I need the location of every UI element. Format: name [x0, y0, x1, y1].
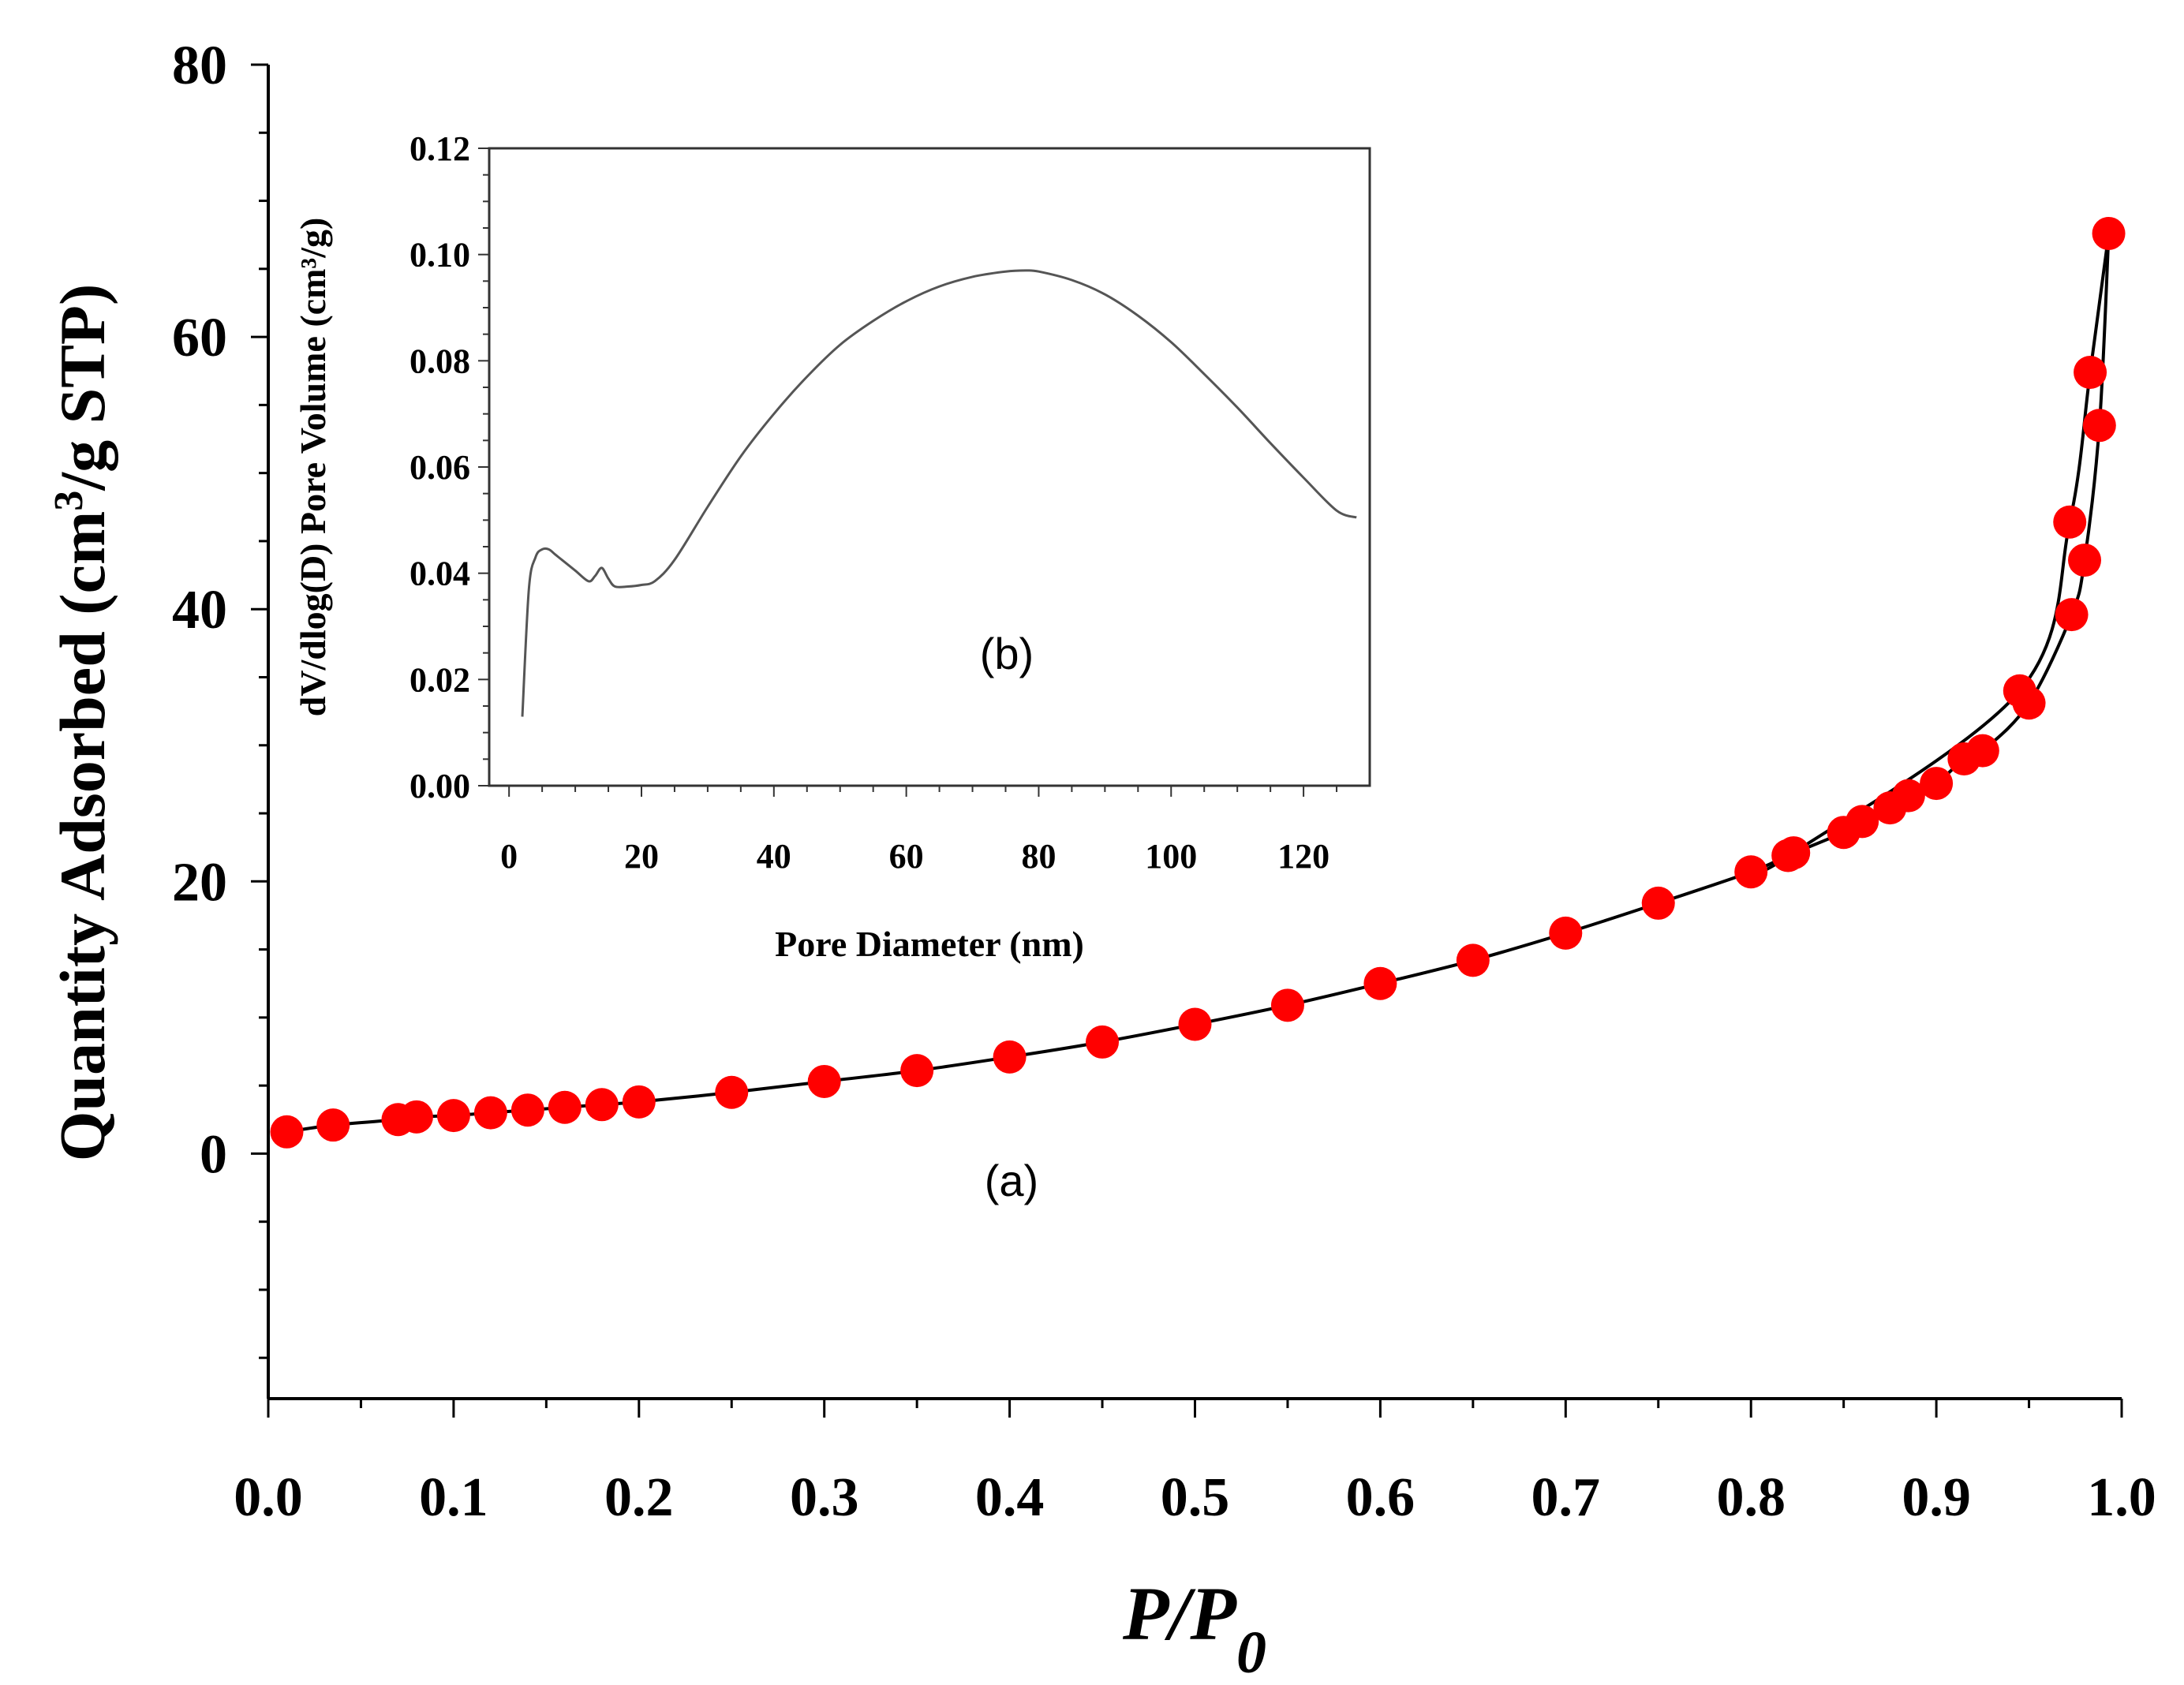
inset-y-tick-label: 0.12 [410, 129, 470, 168]
adsorption-point [548, 1090, 582, 1124]
main-x-tick-label: 0.0 [234, 1467, 303, 1528]
adsorption-point [1965, 734, 1999, 768]
adsorption-point [1086, 1025, 1120, 1059]
adsorption-point [399, 1100, 433, 1134]
adsorption-point [622, 1085, 656, 1119]
main-y-tick-label: 20 [172, 852, 227, 913]
inset-y-ticks: 0.00 0.02 0.04 0.06 0.08 0.10 0.12 [410, 129, 489, 805]
inset-x-tick-label: 40 [757, 837, 791, 876]
inset-y-tick-label: 0.10 [410, 236, 470, 275]
pore-size-distribution-line [521, 269, 1357, 717]
main-x-axis-label-sub: 0 [1236, 1620, 1266, 1685]
annotation-a: (a) [985, 1156, 1038, 1205]
adsorption-point [1178, 1007, 1212, 1041]
adsorption-point [1456, 943, 1490, 977]
main-y-axis-label-tail: /g STP) [47, 284, 118, 491]
inset-x-tick-label: 20 [624, 837, 659, 876]
inset-y-tick-label: 0.06 [410, 448, 470, 487]
isotherm-points [270, 216, 2126, 1149]
adsorption-point [1734, 855, 1768, 889]
inset-x-tick-label: 0 [500, 837, 518, 876]
main-y-ticks: 0 20 40 60 80 [172, 35, 268, 1359]
main-y-tick-label: 60 [172, 308, 227, 368]
adsorption-point [715, 1075, 749, 1109]
desorption-point [2074, 355, 2107, 389]
adsorption-point [1270, 988, 1304, 1022]
adsorption-point [1920, 767, 1954, 801]
inset-x-tick-label: 60 [889, 837, 924, 876]
main-y-tick-label: 0 [200, 1124, 227, 1185]
inset-x-tick-label: 80 [1021, 837, 1056, 876]
inset-frame [488, 147, 1371, 787]
main-x-tick-label: 0.7 [1531, 1467, 1601, 1528]
adsorption-point [1549, 916, 1583, 950]
adsorption-point [1846, 805, 1879, 839]
desorption-point [1777, 836, 1811, 870]
inset-y-tick-label: 0.00 [410, 767, 470, 805]
inset-y-tick-label: 0.02 [410, 660, 470, 699]
main-y-tick-label: 80 [172, 35, 227, 96]
main-y-axis-label-sup: 3 [47, 491, 92, 511]
adsorption-point [993, 1040, 1027, 1074]
main-x-tick-label: 0.2 [604, 1467, 674, 1528]
adsorption-point [585, 1088, 619, 1122]
adsorption-point [270, 1115, 304, 1149]
main-x-axis-label: P/P0 [1122, 1571, 1266, 1685]
desorption-point [2053, 505, 2087, 539]
main-x-tick-label: 0.3 [790, 1467, 859, 1528]
main-y-tick-label: 40 [172, 580, 227, 641]
inset-x-axis-label: Pore Diameter (nm) [775, 924, 1084, 964]
adsorption-point [2055, 598, 2089, 632]
adsorption-point [900, 1054, 934, 1088]
adsorption-point [436, 1099, 470, 1133]
inset-y-tick-label: 0.08 [410, 342, 470, 380]
adsorption-point [2092, 216, 2126, 250]
main-y-axis-label: Quantity Adsorbed (cm3/g STP) [47, 284, 119, 1162]
desorption-point [2003, 674, 2036, 708]
main-x-tick-label: 0.5 [1161, 1467, 1230, 1528]
main-x-tick-label: 0.4 [975, 1467, 1045, 1528]
adsorption-point [1363, 966, 1397, 1000]
inset-x-tick-label: 100 [1145, 837, 1197, 876]
adsorption-point [316, 1108, 350, 1142]
main-x-tick-label: 0.6 [1346, 1467, 1415, 1528]
adsorption-point [807, 1064, 841, 1098]
adsorption-point [1641, 886, 1675, 920]
main-y-axis-label-text: Quantity Adsorbed (cm [47, 511, 118, 1162]
inset-x-tick-label: 120 [1277, 837, 1329, 876]
pore-size-inset: 0.00 0.02 0.04 0.06 0.08 0.10 0.12 0 20 40 60 80 10… [293, 129, 1371, 964]
main-x-tick-label: 1.0 [2087, 1467, 2156, 1528]
adsorption-point [510, 1093, 544, 1127]
adsorption-point [2068, 544, 2102, 577]
isotherm-plot: 0 20 40 60 80 0.0 0.1 0.2 0.3 0.4 0.5 0.6 0.7 0.8 0.9… [47, 35, 2156, 1685]
adsorption-point [473, 1096, 507, 1130]
main-x-axis-label-base: P/P [1122, 1571, 1237, 1656]
inset-y-tick-label: 0.04 [410, 555, 470, 593]
main-x-tick-label: 0.9 [1902, 1467, 1971, 1528]
inset-x-ticks: 0 20 40 60 80 100 120 [500, 786, 1338, 876]
main-x-ticks: 0.0 0.1 0.2 0.3 0.4 0.5 0.6 0.7 0.8 0.9 1.0 [234, 1399, 2156, 1528]
annotation-b: (b) [980, 629, 1034, 678]
inset-y-axis-label: dV/dlog(D) Pore Volume (cm³/g) [293, 218, 333, 717]
main-x-tick-label: 0.8 [1716, 1467, 1786, 1528]
adsorption-point [2082, 409, 2116, 443]
main-x-tick-label: 0.1 [419, 1467, 488, 1528]
adsorption-point [1891, 779, 1925, 813]
